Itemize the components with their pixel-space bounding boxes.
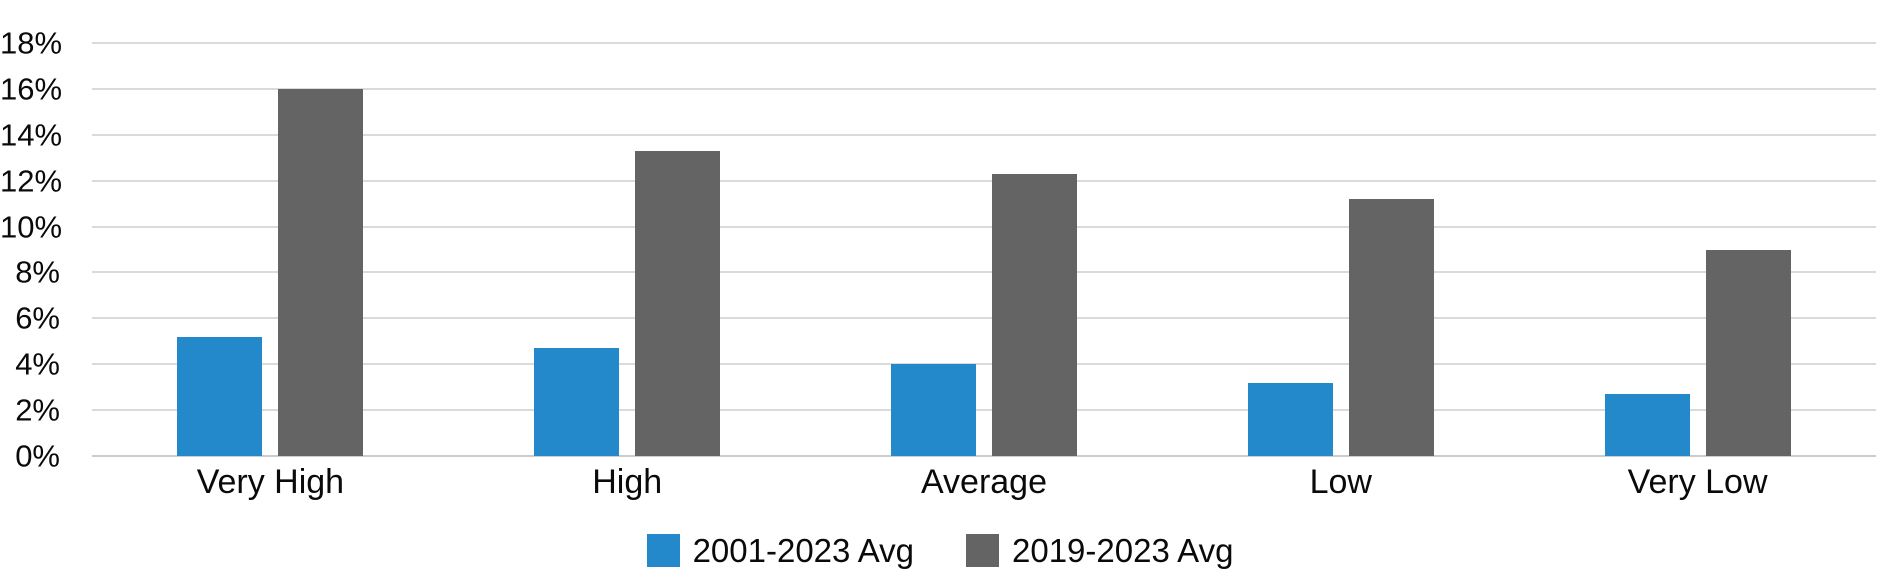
y-tick-label-8pct: 8%	[15, 254, 60, 290]
bar-2019-2023-avg-high	[635, 150, 721, 456]
bar-2001-2023-avg-very-low	[1604, 394, 1690, 456]
y-tick-label-14pct: 14%	[0, 117, 63, 153]
x-category-label-very-low: Very Low	[1627, 463, 1768, 501]
gridline-14pct	[92, 133, 1876, 136]
bar-2001-2023-avg-high	[534, 348, 620, 456]
x-category-label-high: High	[592, 463, 663, 501]
bar-2019-2023-avg-average	[992, 173, 1077, 456]
y-tick-label-16pct: 16%	[0, 71, 63, 107]
gridline-2pct	[92, 409, 1876, 412]
legend-item-2019-2023-avg: 2019-2023 Avg	[966, 534, 1233, 567]
gridline-6pct	[92, 317, 1876, 320]
bar-2001-2023-avg-average	[891, 364, 976, 456]
legend-label-2001-2023-avg: 2001-2023 Avg	[692, 532, 914, 569]
gridline-4pct	[92, 363, 1876, 366]
bar-2001-2023-avg-very-high	[177, 336, 263, 456]
legend-label-2019-2023-avg: 2019-2023 Avg	[1012, 532, 1234, 569]
gridline-16pct	[92, 87, 1876, 90]
bar-2001-2023-avg-low	[1247, 382, 1333, 456]
y-tick-label-2pct: 2%	[15, 392, 60, 428]
bar-2019-2023-avg-very-low	[1705, 249, 1791, 456]
legend: 2001-2023 Avg 2019-2023 Avg	[0, 534, 1880, 567]
gridline-10pct	[92, 225, 1876, 228]
gridline-8pct	[92, 271, 1876, 274]
bar-2019-2023-avg-very-high	[278, 88, 364, 456]
legend-swatch-icon-2019-2023-avg	[966, 534, 999, 567]
y-tick-label-18pct: 18%	[0, 25, 63, 61]
x-category-label-very-high: Very High	[196, 463, 345, 501]
gridline-18pct	[92, 42, 1876, 44]
y-tick-label-4pct: 4%	[15, 346, 60, 382]
gridline-0pct	[92, 455, 1876, 457]
y-tick-label-10pct: 10%	[0, 209, 63, 245]
y-tick-label-12pct: 12%	[0, 163, 63, 199]
legend-item-2001-2023-avg: 2001-2023 Avg	[646, 532, 914, 569]
y-tick-label-6pct: 6%	[15, 300, 60, 336]
bar-2019-2023-avg-low	[1348, 199, 1434, 456]
legend-swatch-icon-2001-2023-avg	[646, 534, 680, 567]
x-category-label-low: Low	[1309, 463, 1372, 501]
y-tick-label-0pct: 0%	[15, 438, 60, 474]
gridline-12pct	[92, 179, 1876, 182]
x-category-label-average: Average	[920, 463, 1047, 501]
